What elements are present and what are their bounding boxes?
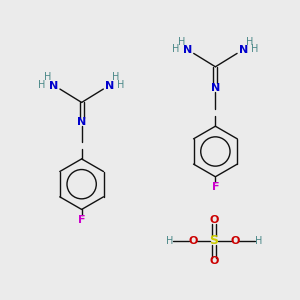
Text: H: H [246, 37, 253, 46]
Text: H: H [166, 236, 173, 246]
Text: H: H [44, 72, 51, 82]
Text: H: H [251, 44, 259, 54]
Text: O: O [230, 236, 239, 246]
Text: H: H [178, 37, 185, 46]
Text: H: H [112, 72, 119, 82]
Text: H: H [118, 80, 125, 90]
Text: N: N [211, 82, 220, 93]
Text: H: H [38, 80, 46, 90]
Text: S: S [209, 234, 218, 247]
Text: N: N [105, 81, 115, 91]
Text: O: O [209, 215, 219, 225]
Text: F: F [78, 215, 85, 225]
Text: O: O [188, 236, 198, 246]
Text: H: H [255, 236, 262, 246]
Text: N: N [239, 45, 248, 56]
Text: N: N [49, 81, 58, 91]
Text: H: H [172, 44, 179, 54]
Text: O: O [209, 256, 219, 266]
Text: N: N [77, 117, 86, 127]
Text: N: N [182, 45, 192, 56]
Text: F: F [212, 182, 219, 192]
